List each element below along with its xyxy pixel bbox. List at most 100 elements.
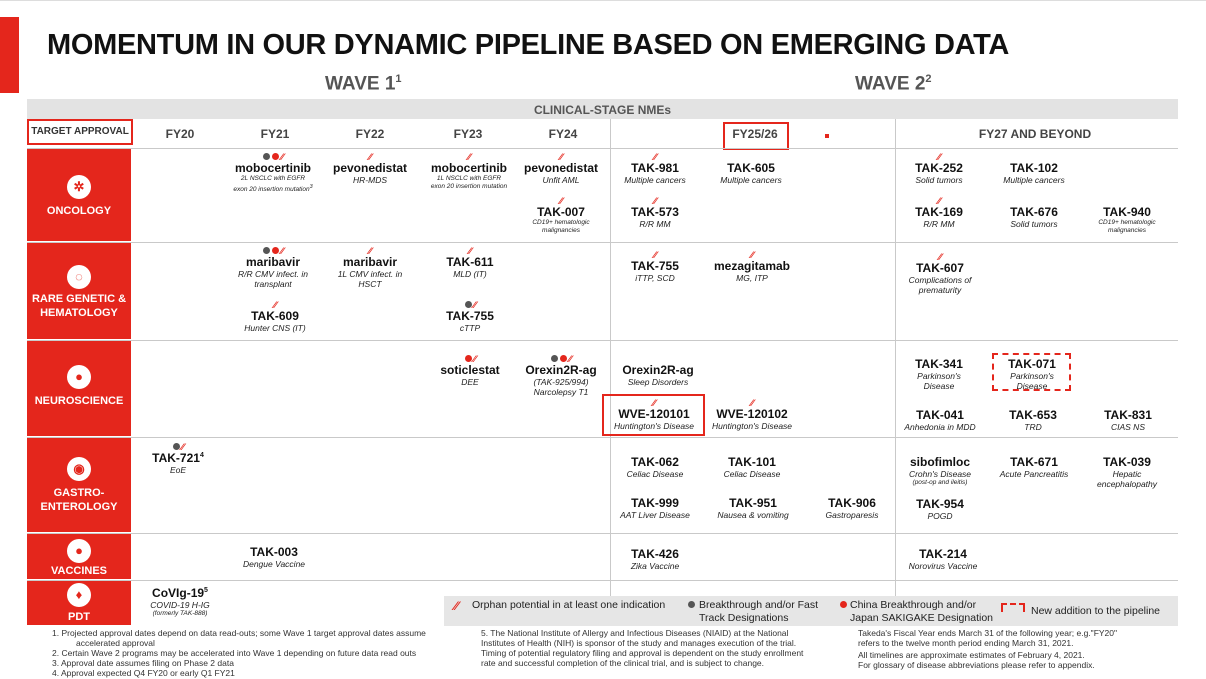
drug-tak041: TAK-041 Anhedonia in MDD (904, 408, 976, 432)
drug-tak607: ⁄⁄ TAK-607 Complications of prematurity (908, 252, 972, 295)
drug-tak214: TAK-214 Norovirus Vaccine (908, 547, 978, 571)
drug-tak341: TAK-341 Parkinson's Disease (915, 357, 963, 391)
drug-wve120102: ⁄⁄ WVE-120102 Huntington's Disease (711, 398, 793, 431)
accent-bar (0, 17, 19, 93)
category-gastroenterology: ◉ GASTRO- ENTEROLOGY (27, 438, 131, 532)
footnote-5-cont: rate and successful completion of the cl… (481, 658, 765, 668)
grid-line (27, 148, 1178, 149)
drug-tak003: TAK-003 Dengue Vaccine (242, 545, 306, 569)
drug-tak755-fy25: ⁄⁄ TAK-755 iTTP, SCD (631, 250, 679, 283)
drug-tak071: TAK-071 Parkinson's Disease (1008, 357, 1056, 391)
drug-pevonedistat-fy24: ⁄⁄ pevonedistat Unfit AML (523, 152, 598, 185)
category-neuroscience: ● NEUROSCIENCE (27, 341, 131, 436)
drug-soticlestat: ⁄⁄ soticlestat DEE (440, 354, 500, 387)
footnote-5-cont: Institutes of Health (NIH) is sponsor of… (481, 638, 797, 648)
orphan-icon: ⁄⁄ (454, 599, 459, 613)
category-rare-genetic: ◌ RARE GENETIC & HEMATOLOGY (27, 243, 131, 339)
new-addition-box (992, 353, 1071, 391)
footnote-4: 4. Approval expected Q4 FY20 or early Q1… (52, 668, 235, 678)
clinical-stage-band: CLINICAL-STAGE NMEs (27, 99, 1178, 119)
fy-label: FY21 (260, 127, 290, 141)
legend-new: New addition to the pipeline (1031, 605, 1161, 617)
drug-tak940: TAK-940 CD19+ hematologic malignancies (1098, 205, 1156, 234)
fy-label: FY20 (165, 127, 195, 141)
drug-tak062: TAK-062 Celiac Disease (626, 455, 684, 479)
drug-tak755-fy23: ⁄⁄ TAK-755 cTTP (446, 300, 494, 333)
breakthrough-dot-icon (688, 601, 695, 608)
footnote-1-cont: accelerated approval (76, 638, 155, 648)
new-addition-icon (1001, 603, 1025, 612)
footnote-2: 2. Certain Wave 2 programs may be accele… (52, 648, 417, 658)
drug-tak573: ⁄⁄ TAK-573 R/R MM (631, 196, 679, 229)
drug-tak671: TAK-671 Acute Pancreatitis (999, 455, 1069, 479)
fy-label: FY23 (453, 127, 483, 141)
grid-line (27, 533, 1178, 534)
drug-maribavir-fy21: ⁄⁄ maribavir R/R CMV infect. in transpla… (238, 246, 308, 289)
brain-icon: ● (67, 365, 91, 389)
fy-label: FY27 AND BEYOND (978, 127, 1092, 141)
timeline-note: All timelines are approximate estimates … (858, 650, 1085, 660)
target-approval-label: TARGET APPROVAL (27, 119, 133, 145)
drug-tak605: TAK-605 Multiple cancers (720, 161, 782, 185)
drug-tak831: TAK-831 CIAS NS (1104, 408, 1152, 432)
grid-line (27, 580, 1178, 581)
grid-line (27, 437, 1178, 438)
drug-orexin-fy24: ⁄⁄ Orexin2R-ag (TAK-925/994) Narcolepsy … (525, 354, 597, 397)
wve120101-highlight-box (602, 394, 705, 436)
footnote-5-cont: Timing of potential regulatory filing an… (481, 648, 804, 658)
drug-tak101: TAK-101 Celiac Disease (723, 455, 781, 479)
grid-line (27, 242, 1178, 243)
drug-tak999: TAK-999 AAT Liver Disease (620, 496, 690, 520)
drug-tak951: TAK-951 Nausea & vomiting (717, 496, 789, 520)
drug-sibofimloc: sibofimloc Crohn's Disease (post-op and … (908, 455, 972, 486)
drug-tak007: ⁄⁄ TAK-007 CD19+ hematologic malignancie… (532, 196, 590, 234)
drug-orexin-fy25: Orexin2R-ag Sleep Disorders (622, 363, 694, 387)
fy-label: FY24 (548, 127, 578, 141)
footnote-1: 1. Projected approval dates depend on da… (52, 628, 426, 638)
drug-covig19: CoVIg-195 COVID-19 H-IG (formerly TAK-88… (150, 586, 210, 617)
china-dot-icon (840, 601, 847, 608)
drug-wve120101: ⁄⁄ WVE-120101 Huntington's Disease (613, 398, 695, 431)
drug-tak676: TAK-676 Solid tumors (1010, 205, 1058, 229)
page-title: MOMENTUM IN OUR DYNAMIC PIPELINE BASED O… (47, 29, 1009, 61)
category-pdt: ♦ PDT (27, 581, 131, 625)
drug-tak653: TAK-653 TRD (1009, 408, 1057, 432)
drug-tak981: ⁄⁄ TAK-981 Multiple cancers (624, 152, 686, 185)
drug-tak721: ⁄⁄ TAK-7214 EoE (152, 442, 204, 475)
stomach-icon: ◉ (67, 457, 91, 481)
drug-tak609: ⁄⁄ TAK-609 Hunter CNS (IT) (244, 300, 306, 333)
oncology-icon: ✲ (67, 175, 91, 199)
fiscal-note-cont: refers to the twelve month period ending… (858, 638, 1074, 648)
drug-tak102: TAK-102 Multiple cancers (1003, 161, 1065, 185)
fy-label: FY25/26 (732, 127, 778, 141)
legend-breakthrough: Breakthrough and/or Fast Track Designatio… (699, 599, 819, 624)
drug-mobocertinib-fy21: ⁄⁄ mobocertinib 2L NSCLC with EGFR exon … (233, 152, 313, 194)
drug-tak039: TAK-039 Hepatic encephalopathy (1096, 455, 1158, 489)
footnote-3: 3. Approval date assumes filing on Phase… (52, 658, 234, 668)
legend: ⁄⁄ Orphan potential in at least one indi… (444, 596, 1178, 626)
drug-tak252: ⁄⁄ TAK-252 Solid tumors (915, 152, 963, 185)
footnote-5: 5. The National Institute of Allergy and… (481, 628, 789, 638)
drug-mezagitamab: ⁄⁄ mezagitamab MG, ITP (713, 250, 791, 283)
vaccine-icon: ● (67, 539, 91, 563)
category-vaccines: ● VACCINES (27, 534, 131, 579)
wave1-heading: WAVE 11 (325, 73, 402, 95)
glossary-note: For glossary of disease abbreviations pl… (858, 660, 1095, 670)
dna-icon: ◌ (67, 265, 91, 289)
drug-tak954: TAK-954 POGD (916, 497, 964, 521)
wave2-heading: WAVE 22 (855, 73, 932, 95)
drug-tak611: ⁄⁄ TAK-611 MLD (IT) (446, 246, 494, 279)
fy-label: FY22 (355, 127, 385, 141)
legend-china: China Breakthrough and/or Japan SAKIGAKE … (850, 599, 994, 624)
drug-tak426: TAK-426 Zika Vaccine (630, 547, 680, 571)
fiscal-note: Takeda's Fiscal Year ends March 31 of th… (858, 628, 1118, 638)
fy25-highlight-box (723, 122, 789, 150)
wave-divider (610, 119, 611, 597)
grid-line (27, 340, 1178, 341)
drug-pevonedistat-fy22: ⁄⁄ pevonedistat HR-MDS (332, 152, 407, 185)
red-dot-marker (825, 134, 829, 138)
droplet-icon: ♦ (67, 583, 91, 607)
category-oncology: ✲ ONCOLOGY (27, 149, 131, 241)
drug-tak906: TAK-906 Gastroparesis (825, 496, 879, 520)
